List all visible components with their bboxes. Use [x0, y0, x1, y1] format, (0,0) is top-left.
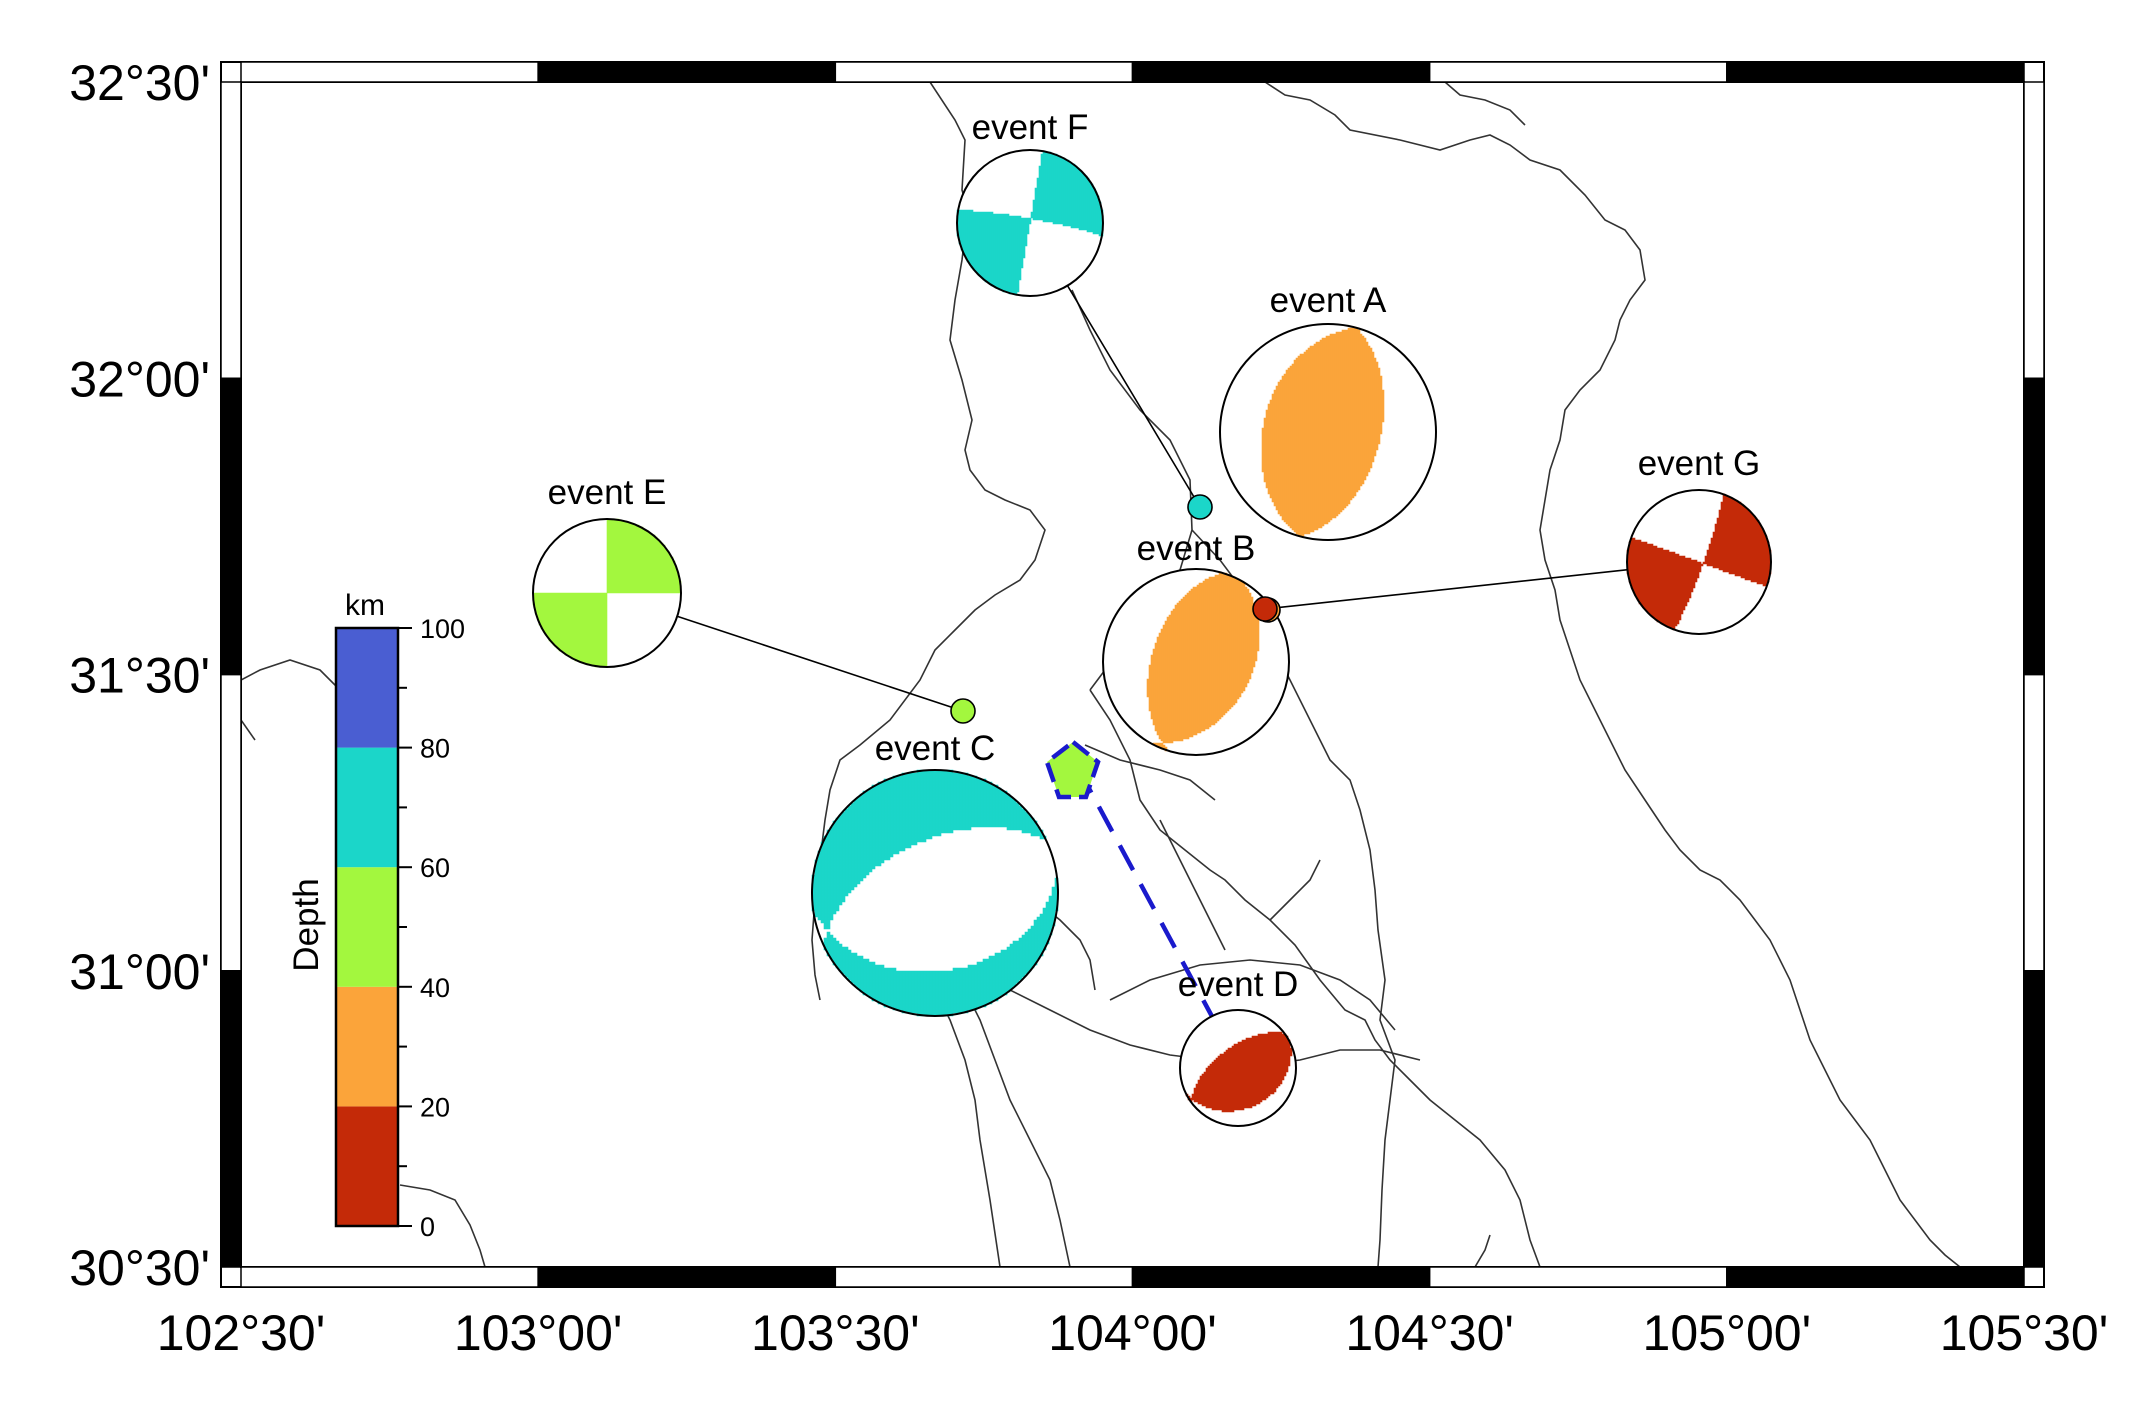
colorbar-tick-label: 60	[420, 853, 450, 883]
fault-line	[1269, 859, 1321, 921]
fault-line	[1159, 819, 1226, 951]
frame-segment-bottom	[1428, 1266, 1728, 1288]
x-tick-label: 104°30'	[1345, 1305, 1514, 1361]
frame-segment-bottom	[834, 1266, 1134, 1288]
event-label: event D	[1178, 965, 1299, 1004]
profile	[1044, 739, 1217, 1024]
colorbar-bin	[336, 628, 398, 748]
y-tick-label: 32°30'	[69, 55, 210, 111]
frame-segment-bottom	[240, 1266, 539, 1288]
frame-segment-top	[240, 61, 539, 83]
event-label: event A	[1270, 281, 1387, 320]
colorbar-bin	[336, 986, 398, 1107]
colorbar-tick-label: 0	[420, 1212, 435, 1242]
axis-tick-labels: 102°30' 103°00' 103°30' 104°00' 104°30' 105°0…	[69, 55, 2108, 1361]
y-tick-label: 31°30'	[69, 648, 210, 704]
map-frame	[220, 61, 2045, 1288]
frame-segment-left	[220, 673, 242, 972]
colorbar-bin	[336, 1106, 398, 1226]
fault-line	[241, 659, 346, 721]
beachball-event-f	[956, 149, 1104, 297]
fault-line	[1109, 959, 1396, 1031]
frame-segment-bottom	[1131, 1266, 1431, 1288]
y-tick-label: 30°30'	[69, 1240, 210, 1296]
fault-line	[1474, 1234, 1491, 1267]
epicenter-marker	[950, 698, 976, 724]
event-label: event F	[972, 108, 1089, 147]
frame-segment-top	[1428, 61, 1728, 83]
compressional-quadrant	[1626, 493, 1772, 631]
colorbar-title: Depth	[287, 878, 326, 971]
frame-segment-right	[2023, 377, 2045, 676]
frame-segment-left	[220, 81, 242, 379]
colorbar-bin	[336, 867, 398, 987]
y-tick-label: 32°00'	[69, 351, 210, 407]
compressional-quadrant	[532, 518, 682, 668]
beachball-event-b	[1102, 568, 1290, 756]
fault-line	[1264, 82, 1961, 1267]
compressional-quadrant	[1261, 327, 1385, 537]
frame-segment-left	[220, 970, 242, 1268]
profile-line	[1076, 766, 1217, 1024]
fault-line	[1089, 689, 1541, 1267]
fault-line	[959, 979, 1071, 1267]
beachball-event-d	[1179, 1009, 1297, 1127]
frame-segment-top	[834, 61, 1134, 83]
epicenter-marker	[1252, 596, 1278, 622]
fault-line	[1444, 82, 1526, 126]
compressional-quadrant	[1146, 572, 1260, 752]
frame-segment-left	[220, 377, 242, 676]
fault-line	[811, 82, 1046, 1001]
frame-segment-bottom	[1726, 1266, 2025, 1288]
fault-line	[241, 719, 256, 741]
frame-segment-top	[537, 61, 837, 83]
epicenter-marker	[1187, 494, 1213, 520]
x-tick-label: 104°00'	[1048, 1305, 1217, 1361]
frame-segment-top	[1131, 61, 1431, 83]
event-label: event C	[875, 729, 996, 768]
fault-lines	[241, 82, 1961, 1267]
fault-line	[399, 1184, 486, 1267]
depth-colorbar: km Depth 0 20 40 60 80 100	[287, 589, 465, 1242]
compressional-quadrant	[956, 151, 1104, 295]
compressional-quadrant	[1185, 1031, 1293, 1113]
x-tick-label: 102°30'	[157, 1305, 326, 1361]
frame-segment-right	[2023, 970, 2045, 1268]
beachball-event-g	[1626, 489, 1772, 635]
event-label: event E	[548, 473, 667, 512]
fault-line	[929, 979, 1001, 1267]
colorbar-tick-label: 100	[420, 614, 465, 644]
colorbar-bin	[336, 747, 398, 868]
frame-segment-bottom	[537, 1266, 837, 1288]
colorbar-tick-label: 20	[420, 1092, 450, 1122]
frame-segment-right	[2023, 673, 2045, 972]
frame-segment-right	[2023, 81, 2045, 379]
event-label: event G	[1638, 444, 1761, 483]
frame-segment-top	[1726, 61, 2025, 83]
fault-line	[1084, 744, 1216, 801]
beachball-event-c	[811, 769, 1059, 1017]
x-tick-label: 105°00'	[1643, 1305, 1812, 1361]
y-tick-label: 31°00'	[69, 944, 210, 1000]
x-tick-label: 103°30'	[751, 1305, 920, 1361]
colorbar-tick-label: 40	[420, 973, 450, 1003]
x-tick-label: 105°30'	[1940, 1305, 2109, 1361]
x-tick-label: 103°00'	[454, 1305, 623, 1361]
colorbar-unit-label: km	[345, 589, 385, 622]
beachball-event-e	[532, 518, 682, 668]
colorbar-tick-label: 80	[420, 734, 450, 764]
beachballs: event A event B event C event D event E event…	[532, 108, 1772, 1127]
event-label: event B	[1137, 529, 1256, 568]
profile-start-marker	[1044, 739, 1101, 800]
beachball-event-a	[1219, 323, 1437, 541]
